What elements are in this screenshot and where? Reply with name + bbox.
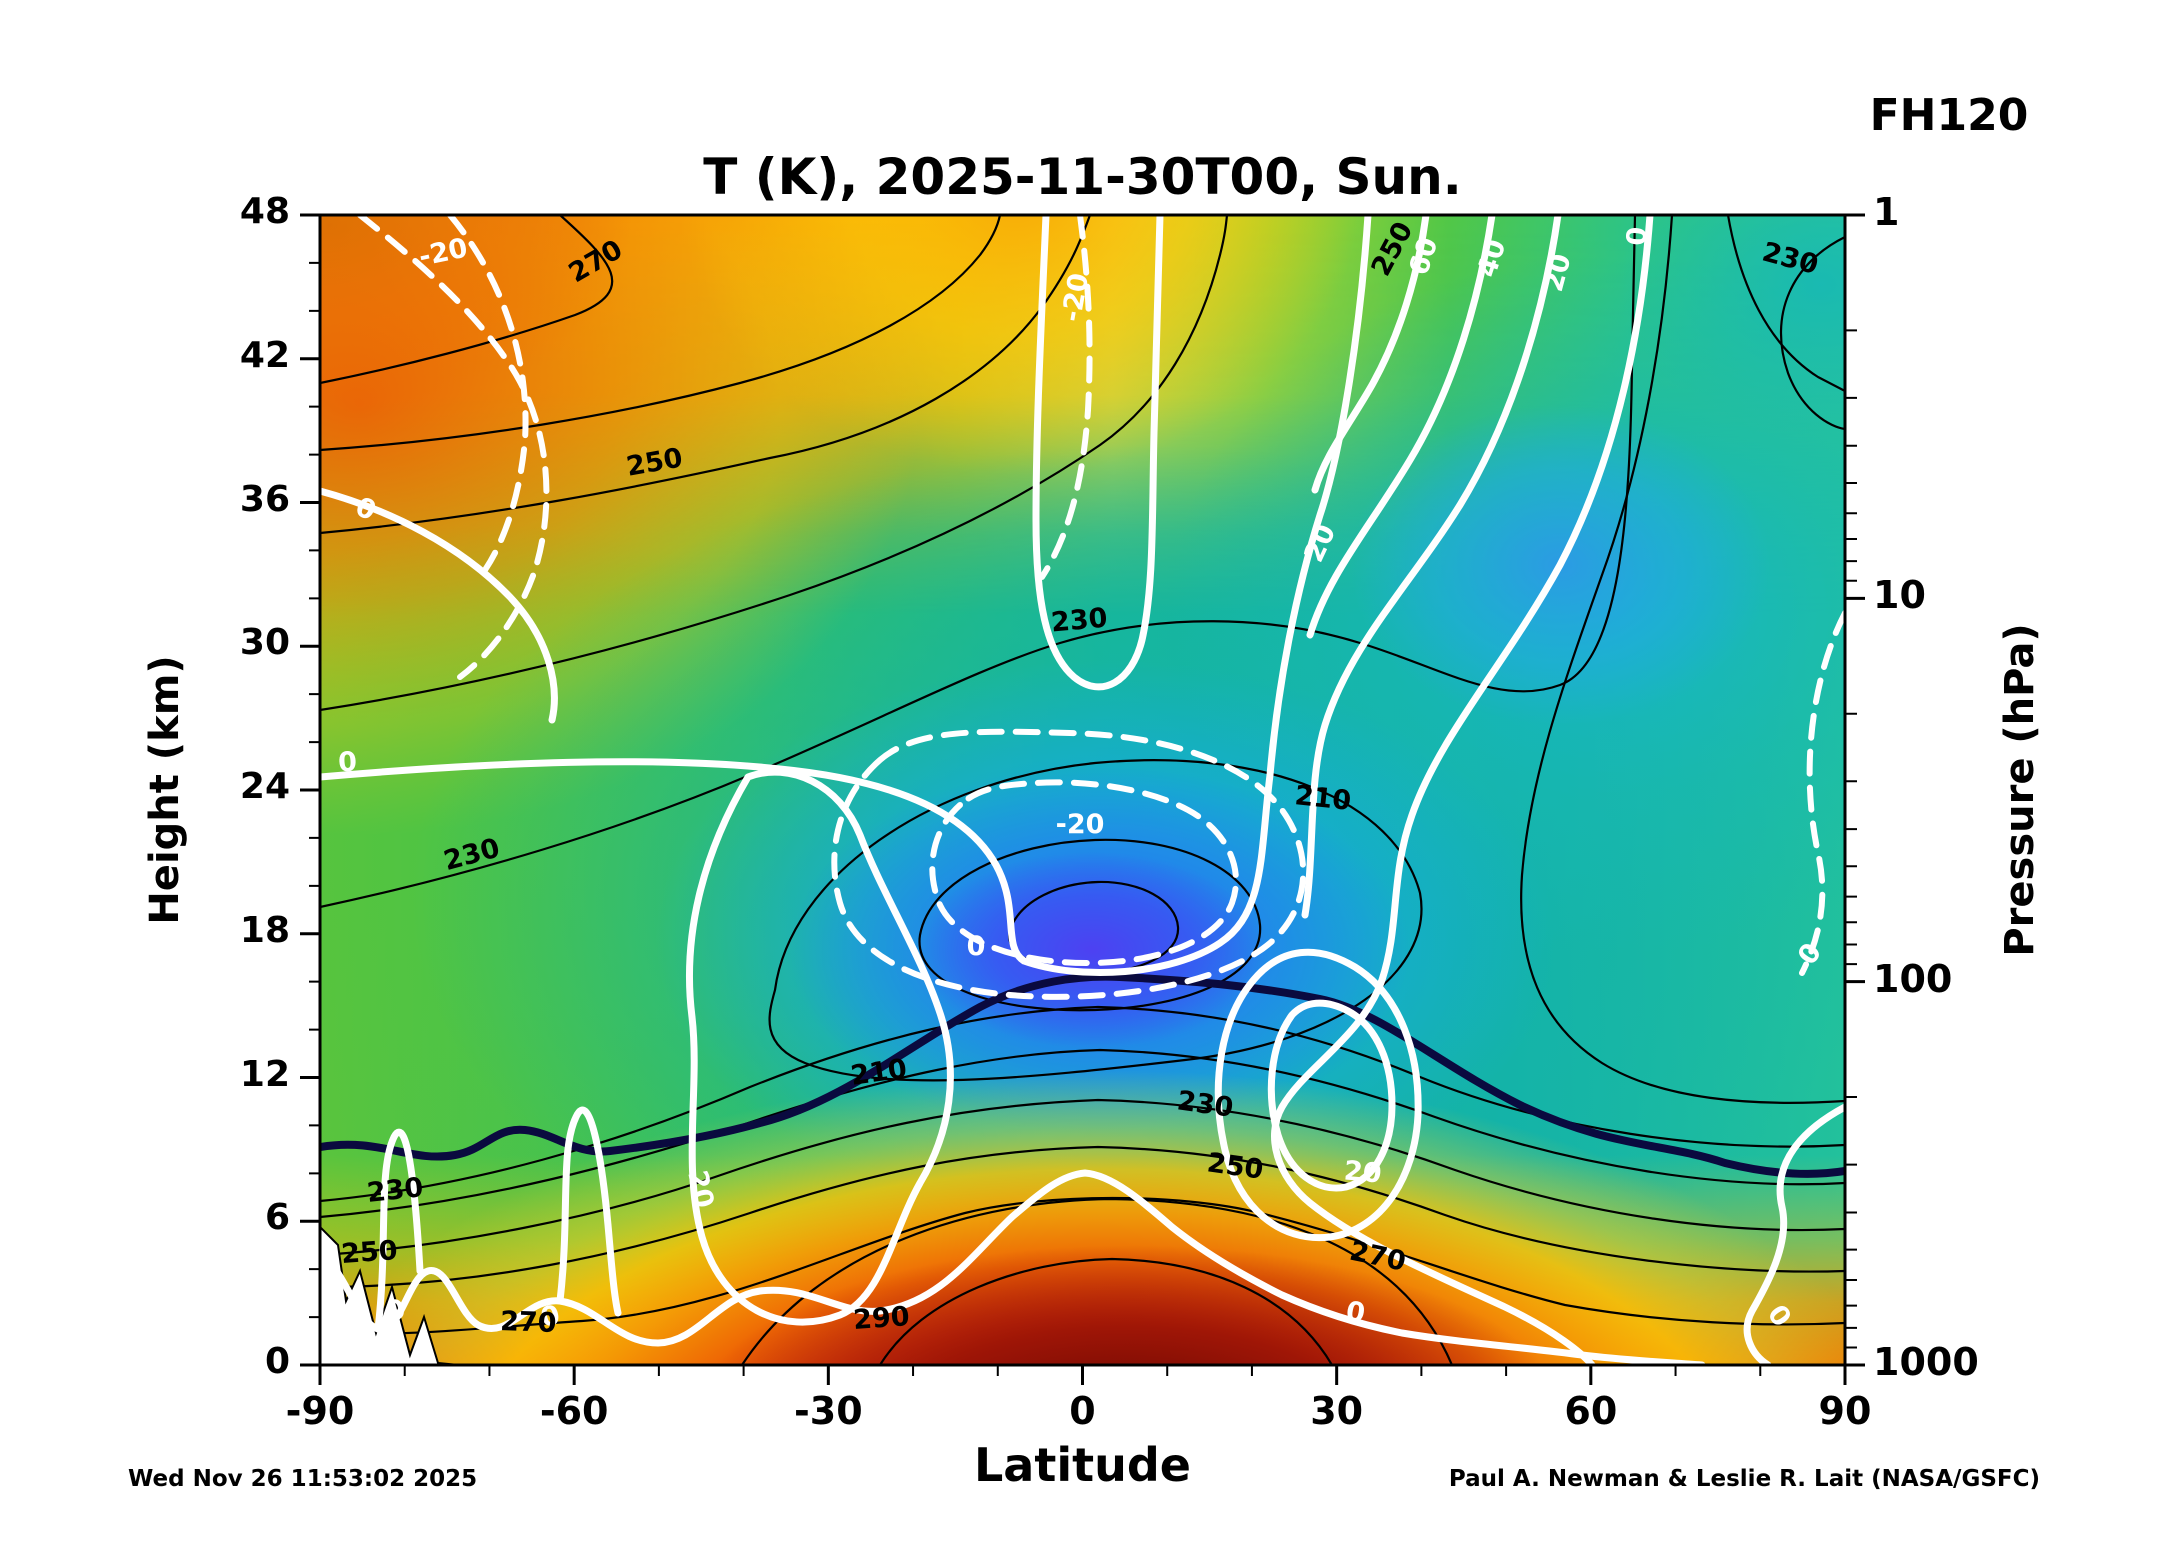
forecast-hour-label: FH120: [1869, 90, 2029, 141]
contour-label: 230: [365, 1172, 424, 1209]
plot-frame: [318, 213, 1847, 1367]
temperature-contour: [320, 1145, 1845, 1289]
contour-label: 290: [852, 1301, 910, 1336]
wind-contour-dashed: [1799, 610, 1845, 976]
contour-label: 0: [1621, 226, 1654, 247]
temperature-contour: [918, 838, 1262, 1012]
wind-contour-dashed: [447, 215, 529, 573]
contour-label: 0: [1344, 1296, 1368, 1330]
axis-ticks: [300, 213, 1865, 1385]
temperature-contour: [879, 1257, 1333, 1365]
y-axis-right-title: Pressure (hPa): [1997, 623, 2043, 957]
wind-contour: [1311, 215, 1430, 494]
wind-contours-negative: [357, 215, 1845, 1000]
wind-contour: [320, 487, 558, 724]
antarctica-terrain: [320, 1225, 460, 1365]
thick-contour: [320, 972, 1845, 1178]
contour-label: 210: [1293, 780, 1352, 817]
wind-contour: [1306, 215, 1496, 639]
temperature-contour: [1520, 215, 1845, 1104]
chart-title: T (K), 2025-11-30T00, Sun.: [703, 148, 1462, 206]
contour-label: 230: [1050, 603, 1109, 639]
wind-contour-dashed: [929, 779, 1239, 966]
temperature-contour: [741, 1197, 1454, 1365]
wind-contour: [556, 1106, 622, 1317]
wind-contour: [1743, 1103, 1845, 1365]
contour-label: 20: [1343, 1155, 1383, 1189]
minor-ticks: [309, 261, 1857, 1376]
wind-contour-dashed: [831, 728, 1307, 1000]
contour-label: -20: [1056, 809, 1105, 840]
wind-contour: [686, 768, 954, 1326]
credit-line: Paul A. Newman & Leslie R. Lait (NASA/GS…: [1448, 1466, 2040, 1492]
wind-contour-dashed: [357, 215, 550, 680]
contour-label: 0: [337, 747, 357, 779]
contour-label: 0: [967, 931, 986, 962]
wind-contour: [374, 1128, 424, 1333]
temperature-contour: [320, 215, 614, 385]
temperature-contour: [768, 759, 1423, 1082]
y-axis-left-title: Height (km): [142, 655, 188, 925]
contour-label: 250: [340, 1235, 398, 1270]
temperature-contour: [320, 1048, 1845, 1219]
major-ticks: [300, 213, 1865, 1385]
wind-contours-positive: [320, 215, 1845, 1365]
wind-contour: [1301, 215, 1562, 919]
temperature-contour: [320, 1098, 1845, 1257]
temperature-contour: [1726, 215, 1845, 392]
temperature-contour: [1779, 236, 1845, 431]
wind-contour: [1032, 215, 1164, 691]
wind-contour: [1214, 948, 1422, 1242]
temperature-contour: [320, 1196, 1845, 1336]
x-axis-title: Latitude: [974, 1438, 1191, 1492]
thick-tropopause-contour: [320, 972, 1845, 1178]
temperature-contour: [320, 215, 1002, 452]
creation-timestamp: Wed Nov 26 11:53:02 2025: [128, 1466, 478, 1492]
wind-contour-dashed: [1039, 215, 1093, 580]
temperature-contours: [320, 215, 1845, 1365]
contour-label: 270: [500, 1306, 557, 1339]
wind-contour: [320, 215, 1372, 977]
wind-contour: [1267, 999, 1396, 1192]
wind-contour: [1271, 215, 1654, 1365]
contour-label: 20: [681, 1168, 719, 1211]
wind-contour: [320, 1169, 1706, 1365]
temperature-contour: [320, 215, 1229, 712]
